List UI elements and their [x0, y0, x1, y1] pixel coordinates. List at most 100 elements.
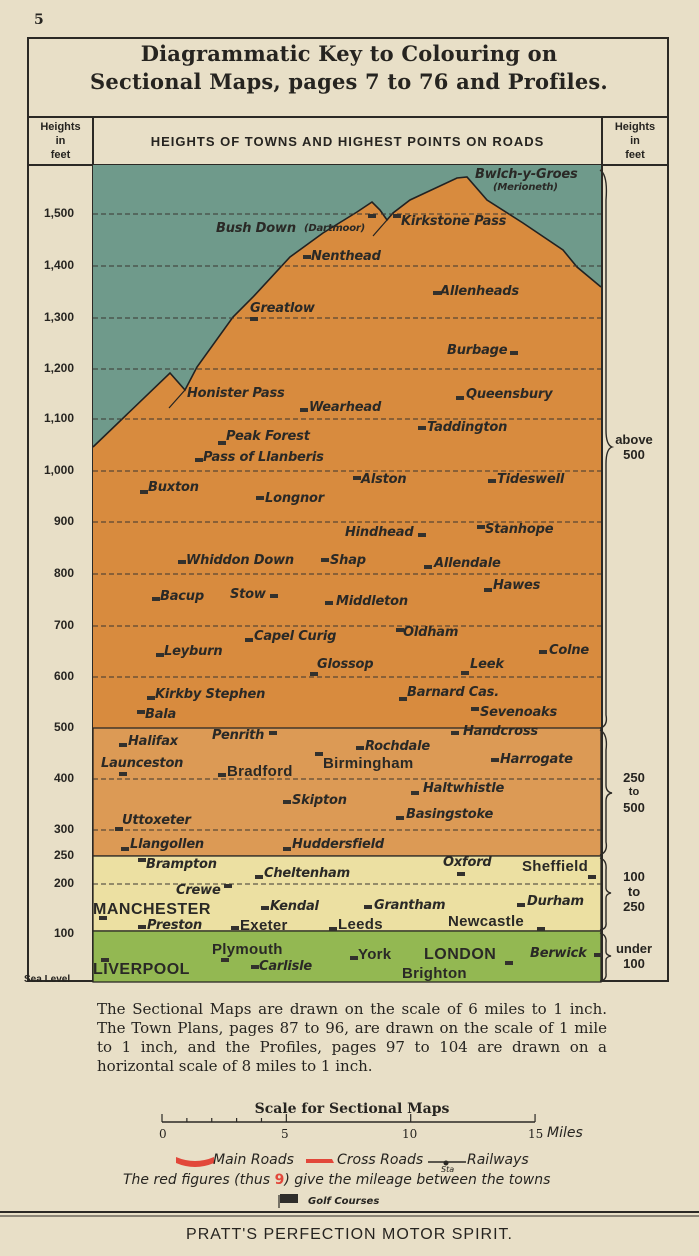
- town-label: Capel Curig: [254, 629, 337, 644]
- legend-golf: Golf Courses: [308, 1196, 380, 1207]
- town-label: Newcastle: [448, 913, 525, 930]
- town-marker-icon: [152, 597, 160, 601]
- town-label: Plymouth: [212, 941, 283, 958]
- title-line-1: Diagrammatic Key to Colouring on: [140, 41, 558, 66]
- town-marker-icon: [245, 638, 253, 642]
- town-label: MANCHESTER: [93, 901, 211, 918]
- town-marker-icon: [368, 214, 376, 218]
- town-label: Barnard Cas.: [407, 685, 499, 700]
- scale-unit: Miles: [547, 1125, 583, 1141]
- town-label: Kendal: [270, 899, 319, 914]
- town-marker-icon: [461, 671, 469, 675]
- station-symbol: [443, 1160, 449, 1166]
- town-marker-icon: [411, 791, 419, 795]
- town-label: Crewe: [176, 883, 221, 898]
- town-marker-icon: [451, 731, 459, 735]
- right-column-header: Heights in feet: [603, 120, 667, 162]
- band-label-text: above: [615, 432, 653, 447]
- town-marker-icon: [329, 927, 337, 931]
- town-label: Queensbury: [466, 387, 553, 402]
- band-100-250: [92, 855, 602, 932]
- town-marker-icon: [471, 707, 479, 711]
- band-label-under-100: under 100: [608, 941, 660, 971]
- town-label: Durham: [527, 894, 584, 909]
- town-marker-icon: [539, 650, 547, 654]
- header-word: feet: [50, 149, 71, 161]
- town-marker-icon: [221, 958, 229, 962]
- town-label: Sheffield: [522, 858, 589, 875]
- scale-tick-label: 15: [528, 1127, 544, 1141]
- brace-under-100: [599, 932, 612, 982]
- town-label: Stow: [230, 587, 266, 602]
- legend-railways: Railways: [467, 1152, 529, 1168]
- town-marker-icon: [156, 653, 164, 657]
- scale-tick-label: 10: [402, 1127, 418, 1141]
- town-marker-icon: [178, 560, 186, 564]
- town-marker-icon: [594, 953, 602, 957]
- town-marker-icon: [418, 533, 426, 537]
- town-label: Kirkstone Pass: [401, 214, 507, 229]
- band-label-text: to: [627, 884, 641, 899]
- town-label: Kirkby Stephen: [155, 687, 266, 702]
- town-marker-icon: [457, 872, 465, 876]
- y-axis-label: Sea Level: [24, 974, 71, 985]
- town-label: Leyburn: [164, 644, 223, 659]
- y-axis-label: 1,100: [43, 411, 74, 425]
- town-marker-icon: [350, 956, 358, 960]
- town-marker-icon: [195, 458, 203, 462]
- divider: [27, 116, 669, 118]
- town-label: Haltwhistle: [423, 781, 505, 796]
- header-word: in: [630, 135, 640, 147]
- town-marker-icon: [418, 426, 426, 430]
- town-marker-icon: [119, 772, 127, 776]
- town-marker-icon: [300, 408, 308, 412]
- scale-tick-label: 5: [281, 1127, 289, 1141]
- town-label: LIVERPOOL: [93, 961, 190, 978]
- town-marker-icon: [256, 496, 264, 500]
- band-250-500: [92, 727, 602, 857]
- town-marker-icon: [224, 884, 232, 888]
- town-label: Buxton: [148, 480, 199, 495]
- town-label: Halifax: [128, 734, 178, 749]
- town-marker-icon: [315, 752, 323, 756]
- y-axis-label: 1,000: [43, 463, 74, 477]
- y-axis-label: 1,500: [43, 206, 74, 220]
- y-axis-label: 900: [53, 514, 74, 528]
- town-marker-icon: [510, 351, 518, 355]
- red-figure-example: 9: [274, 1172, 285, 1188]
- town-label: Huddersfield: [292, 837, 385, 852]
- scale-tick-label: 0: [159, 1127, 167, 1141]
- divider: [601, 116, 603, 982]
- town-label: Taddington: [427, 420, 508, 435]
- town-marker-icon: [115, 827, 123, 831]
- town-label: Preston: [147, 918, 203, 933]
- town-label: Berwick: [530, 946, 587, 961]
- header-word: feet: [625, 149, 645, 161]
- y-axis-label: 250: [53, 848, 74, 862]
- town-marker-icon: [121, 847, 129, 851]
- town-label: Bala: [145, 707, 177, 722]
- divider: [27, 164, 669, 166]
- band-label-text: 250: [623, 899, 645, 914]
- town-label: York: [358, 946, 392, 963]
- town-label: Launceston: [101, 756, 184, 771]
- band-label-above-500: above 500: [608, 432, 660, 462]
- band-label-text: 100: [623, 869, 645, 884]
- legend-red-figures: The red figures (thus 9) give the mileag…: [123, 1172, 550, 1188]
- header-word: Heights: [614, 121, 656, 133]
- town-marker-icon: [269, 731, 277, 735]
- town-marker-icon: [137, 710, 145, 714]
- town-label: Oxford: [443, 855, 492, 870]
- town-label: (Merioneth): [493, 182, 558, 193]
- town-marker-icon: [140, 490, 148, 494]
- town-label: LONDON: [424, 946, 497, 963]
- town-label: Hawes: [493, 578, 541, 593]
- town-label: Llangollen: [130, 837, 204, 852]
- y-axis-label: 200: [53, 876, 74, 890]
- town-marker-icon: [321, 558, 329, 562]
- title-line-2: Sectional Maps, pages 7 to 76 and Profil…: [90, 69, 608, 94]
- band-label-250-500: 250 to 500: [608, 770, 660, 815]
- scale-title: Scale for Sectional Maps: [254, 1101, 450, 1117]
- pointer-line: [168, 389, 186, 409]
- town-label: (Dartmoor): [304, 223, 365, 234]
